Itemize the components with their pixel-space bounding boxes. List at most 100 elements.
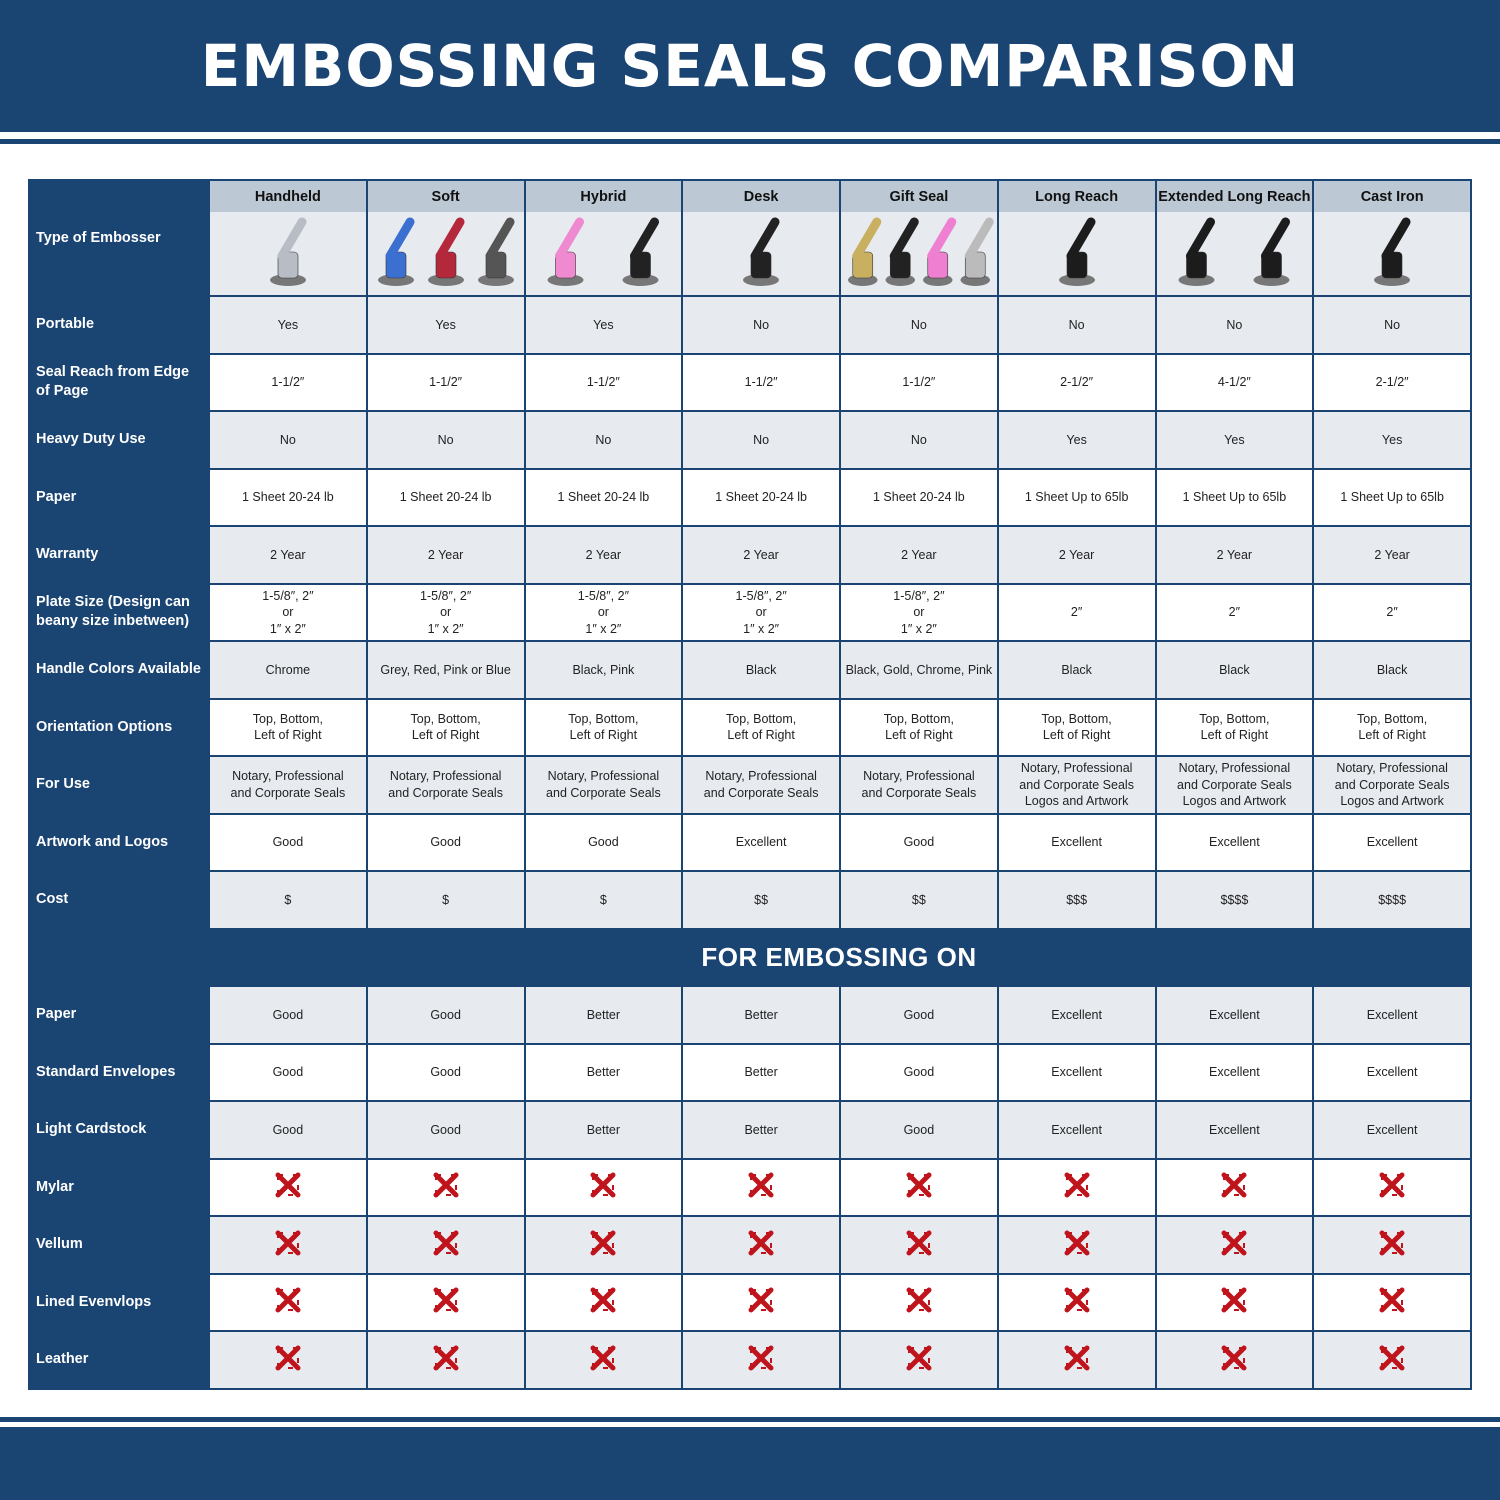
table-cell: 2 Year: [1156, 527, 1313, 583]
table-cell: 1-5/8″, 2″ or 1″ x 2″: [525, 584, 682, 640]
table-cell: [1156, 1274, 1313, 1330]
table-cell: Better: [683, 1044, 839, 1100]
divider: [0, 139, 1500, 144]
table-cell: [841, 1159, 997, 1215]
table-cell: Excellent: [683, 814, 839, 870]
comparison-table: Type of Embosser Handheld Soft Hybrid Desk Gi…: [28, 179, 1472, 1390]
table-cell: Notary, Professional and Corporate Seals: [210, 757, 366, 813]
cross-icon: [1221, 1345, 1247, 1376]
table-cell: Black: [1156, 642, 1313, 698]
cross-icon: [433, 1345, 459, 1376]
table-cell: [367, 1217, 524, 1273]
row-label: Seal Reach from Edge of Page: [30, 354, 208, 410]
table-cell: Notary, Professional and Corporate Seals: [525, 757, 682, 813]
table-cell: No: [525, 412, 682, 468]
table-cell: [683, 1332, 839, 1388]
table-cell: [367, 1274, 524, 1330]
table-cell: 2 Year: [210, 527, 366, 583]
table-cell: [841, 1332, 997, 1388]
table-cell: Black: [1314, 642, 1470, 698]
table-cell: [683, 1159, 839, 1215]
table-cell: [1156, 1217, 1313, 1273]
column-header: Soft: [367, 181, 524, 295]
table-cell: [1314, 1217, 1470, 1273]
table-cell: 1 Sheet 20-24 lb: [841, 469, 997, 525]
table-cell: Better: [683, 1102, 839, 1158]
cross-icon: [433, 1287, 459, 1318]
column-name: Handheld: [210, 181, 366, 212]
table-cell: 1-1/2″: [210, 354, 366, 410]
table-cell: 1 Sheet 20-24 lb: [367, 469, 524, 525]
table-cell: $: [210, 872, 366, 928]
table-cell: [841, 1217, 997, 1273]
table-cell: Yes: [1314, 412, 1470, 468]
table-cell: Better: [683, 987, 839, 1043]
table-cell: Good: [210, 1102, 366, 1158]
column-name: Hybrid: [525, 181, 682, 212]
row-label: For Use: [30, 757, 208, 813]
table-cell: 1-1/2″: [841, 354, 997, 410]
cross-icon: [1221, 1287, 1247, 1318]
table-cell: Black: [998, 642, 1155, 698]
table-cell: Good: [367, 987, 524, 1043]
table-cell: Better: [525, 987, 682, 1043]
desk-embosser-image: [683, 212, 839, 295]
table-cell: Good: [841, 1102, 997, 1158]
cross-icon: [1221, 1172, 1247, 1203]
table-cell: [683, 1217, 839, 1273]
table-cell: [1156, 1159, 1313, 1215]
table-cell: Black, Pink: [525, 642, 682, 698]
cross-icon: [906, 1230, 932, 1261]
column-header: Desk: [683, 181, 839, 295]
extended-long-reach-embossers-image: [1157, 212, 1313, 295]
table-cell: Better: [525, 1044, 682, 1100]
table-cell: Top, Bottom, Left of Right: [1314, 699, 1470, 755]
cross-icon: [590, 1172, 616, 1203]
cross-icon: [1064, 1172, 1090, 1203]
table-cell: [367, 1159, 524, 1215]
table-cell: 1-5/8″, 2″ or 1″ x 2″: [367, 584, 524, 640]
column-name: Desk: [683, 181, 839, 212]
table-cell: Excellent: [1156, 814, 1313, 870]
table-cell: [210, 1274, 366, 1330]
table-cell: 2 Year: [1314, 527, 1470, 583]
table-cell: Top, Bottom, Left of Right: [683, 699, 839, 755]
cross-icon: [1379, 1172, 1405, 1203]
row-label: Handle Colors Available: [30, 642, 208, 698]
table-cell: Excellent: [1156, 1044, 1313, 1100]
table-cell: $$$: [998, 872, 1155, 928]
table-cell: 1 Sheet Up to 65lb: [998, 469, 1155, 525]
table-cell: No: [210, 412, 366, 468]
table-cell: [210, 1217, 366, 1273]
table-cell: Good: [210, 987, 366, 1043]
table-cell: Good: [841, 987, 997, 1043]
table-cell: 1-5/8″, 2″ or 1″ x 2″: [210, 584, 366, 640]
row-label: Standard Envelopes: [30, 1044, 208, 1100]
table-cell: Good: [841, 1044, 997, 1100]
table-cell: [998, 1332, 1155, 1388]
column-name: Long Reach: [998, 181, 1155, 212]
table-cell: [210, 1332, 366, 1388]
table-cell: 1 Sheet Up to 65lb: [1156, 469, 1313, 525]
table-cell: 2 Year: [525, 527, 682, 583]
table-cell: Excellent: [1156, 987, 1313, 1043]
cross-icon: [748, 1287, 774, 1318]
table-cell: [210, 1159, 366, 1215]
table-cell: Notary, Professional and Corporate Seals…: [998, 757, 1155, 813]
cross-icon: [1379, 1345, 1405, 1376]
table-cell: $$$$: [1314, 872, 1470, 928]
table-cell: Good: [841, 814, 997, 870]
table-cell: 2 Year: [998, 527, 1155, 583]
table-cell: Excellent: [1156, 1102, 1313, 1158]
table-cell: Black, Gold, Chrome, Pink: [841, 642, 997, 698]
soft-embossers-blue-red-grey-image: [368, 212, 524, 295]
page-title: EMBOSSING SEALS COMPARISON: [200, 32, 1300, 100]
cross-icon: [748, 1230, 774, 1261]
column-header: Gift Seal: [841, 181, 997, 295]
cross-icon: [275, 1345, 301, 1376]
table-cell: No: [683, 412, 839, 468]
row-label: Heavy Duty Use: [30, 412, 208, 468]
table-cell: Excellent: [998, 1102, 1155, 1158]
cross-icon: [1379, 1287, 1405, 1318]
table-cell: No: [1314, 297, 1470, 353]
